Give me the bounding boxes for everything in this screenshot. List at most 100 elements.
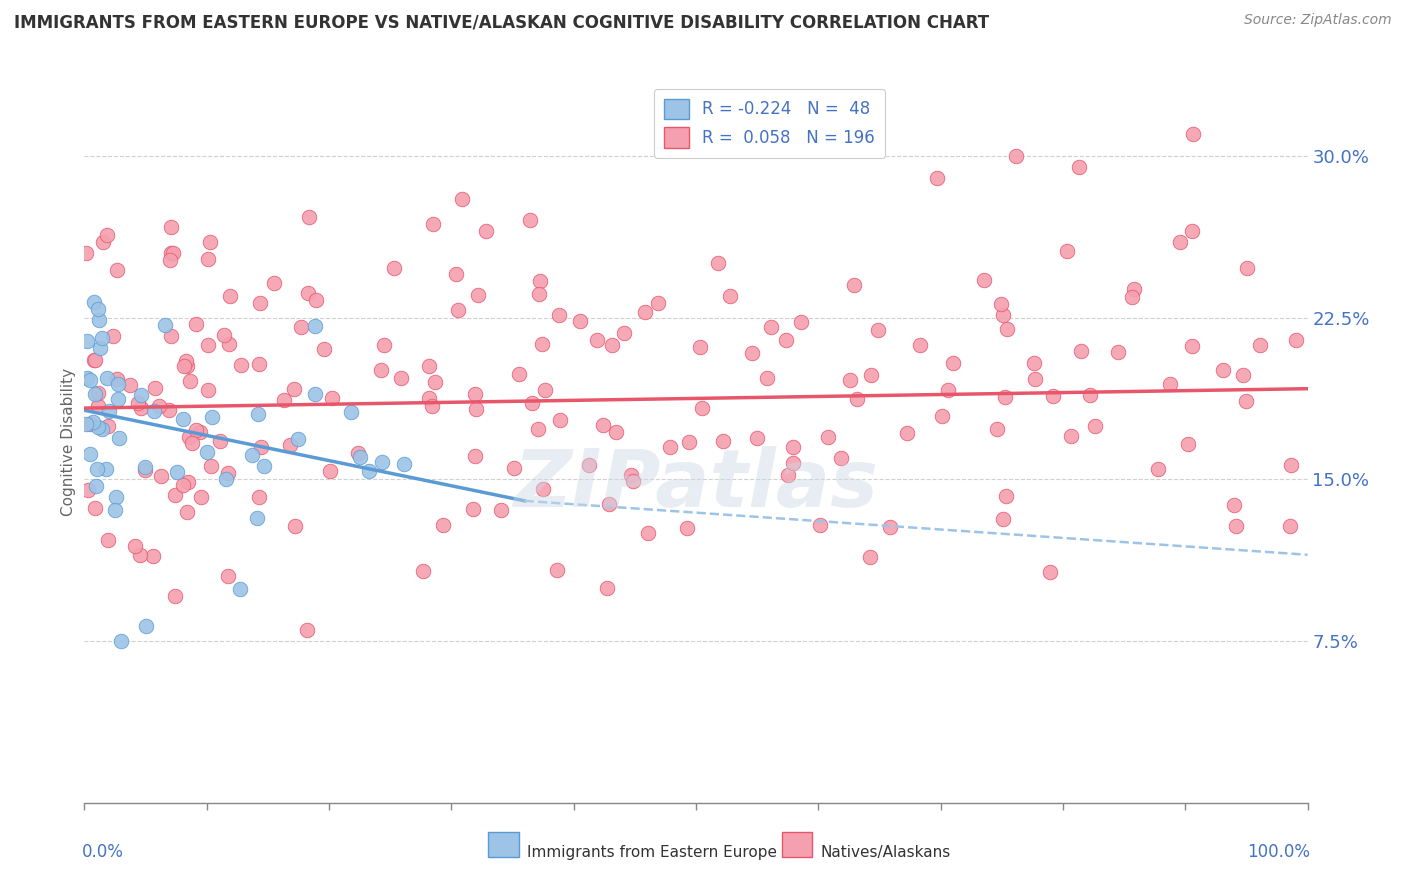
Point	[346, 446, 368, 460]
Point	[830, 451, 852, 466]
Point	[678, 434, 700, 449]
Point	[83, 294, 105, 309]
Text: Natives/Alaskans: Natives/Alaskans	[821, 845, 950, 860]
Point	[172, 478, 194, 492]
Point	[312, 342, 335, 356]
Point	[197, 252, 219, 266]
Point	[548, 309, 571, 323]
Bar	[488, 831, 519, 857]
Point	[1279, 458, 1302, 472]
Point	[464, 449, 486, 463]
Point	[1078, 388, 1101, 402]
Point	[1236, 394, 1258, 409]
Point	[212, 328, 235, 343]
Point	[107, 392, 129, 406]
Point	[83, 353, 105, 368]
Point	[600, 337, 623, 351]
Point	[229, 582, 252, 596]
Point	[526, 422, 548, 436]
Point	[936, 383, 959, 397]
Point	[215, 472, 238, 486]
Point	[418, 391, 440, 405]
Point	[284, 518, 307, 533]
Point	[464, 387, 486, 401]
Point	[973, 273, 995, 287]
Point	[1067, 160, 1090, 174]
Point	[598, 497, 620, 511]
Point	[131, 401, 153, 415]
Point	[249, 441, 271, 455]
Point	[120, 377, 142, 392]
Point	[84, 479, 107, 493]
Point	[89, 341, 111, 355]
Point	[108, 431, 131, 445]
Point	[305, 293, 328, 308]
Point	[373, 338, 395, 352]
Point	[508, 367, 530, 381]
Point	[1212, 363, 1234, 377]
Point	[860, 368, 883, 382]
Point	[79, 373, 101, 387]
Point	[162, 245, 184, 260]
Point	[304, 387, 326, 401]
Point	[304, 318, 326, 333]
Point	[637, 526, 659, 541]
Point	[1022, 355, 1045, 369]
Point	[842, 278, 865, 293]
Point	[96, 228, 118, 243]
Point	[808, 517, 831, 532]
Point	[942, 356, 965, 370]
Text: 100.0%: 100.0%	[1247, 843, 1310, 861]
Point	[84, 501, 107, 516]
Point	[134, 463, 156, 477]
Point	[846, 392, 869, 407]
Point	[321, 391, 343, 405]
Point	[1056, 244, 1078, 258]
Point	[1024, 372, 1046, 386]
Point	[1084, 418, 1107, 433]
Point	[741, 346, 763, 360]
Point	[107, 377, 129, 392]
Point	[586, 333, 609, 347]
Point	[489, 503, 512, 517]
Point	[994, 390, 1017, 404]
Point	[432, 517, 454, 532]
Point	[444, 268, 467, 282]
Point	[165, 488, 187, 502]
Point	[782, 440, 804, 454]
Point	[124, 540, 146, 554]
Point	[519, 213, 541, 227]
Point	[592, 417, 614, 432]
Point	[756, 371, 779, 385]
Point	[838, 373, 860, 387]
Point	[101, 329, 124, 343]
Point	[340, 405, 363, 419]
Point	[1182, 127, 1205, 141]
Point	[128, 548, 150, 562]
Point	[925, 171, 948, 186]
Point	[97, 404, 120, 418]
Point	[290, 319, 312, 334]
Point	[149, 468, 172, 483]
Point	[184, 317, 207, 331]
Point	[529, 274, 551, 288]
Point	[659, 440, 682, 454]
Text: IMMIGRANTS FROM EASTERN EUROPE VS NATIVE/ALASKAN COGNITIVE DISABILITY CORRELATIO: IMMIGRANTS FROM EASTERN EUROPE VS NATIVE…	[14, 13, 990, 31]
Point	[246, 511, 269, 525]
Point	[790, 315, 813, 329]
Point	[172, 411, 194, 425]
Point	[184, 423, 207, 437]
Point	[420, 399, 443, 413]
Point	[418, 359, 440, 373]
Point	[778, 468, 800, 483]
Point	[392, 457, 415, 471]
Point	[278, 438, 301, 452]
Point	[879, 520, 901, 534]
Point	[1042, 389, 1064, 403]
Point	[179, 374, 201, 388]
Point	[75, 417, 97, 431]
Point	[502, 460, 524, 475]
Point	[451, 192, 474, 206]
Point	[166, 465, 188, 479]
Point	[79, 447, 101, 461]
